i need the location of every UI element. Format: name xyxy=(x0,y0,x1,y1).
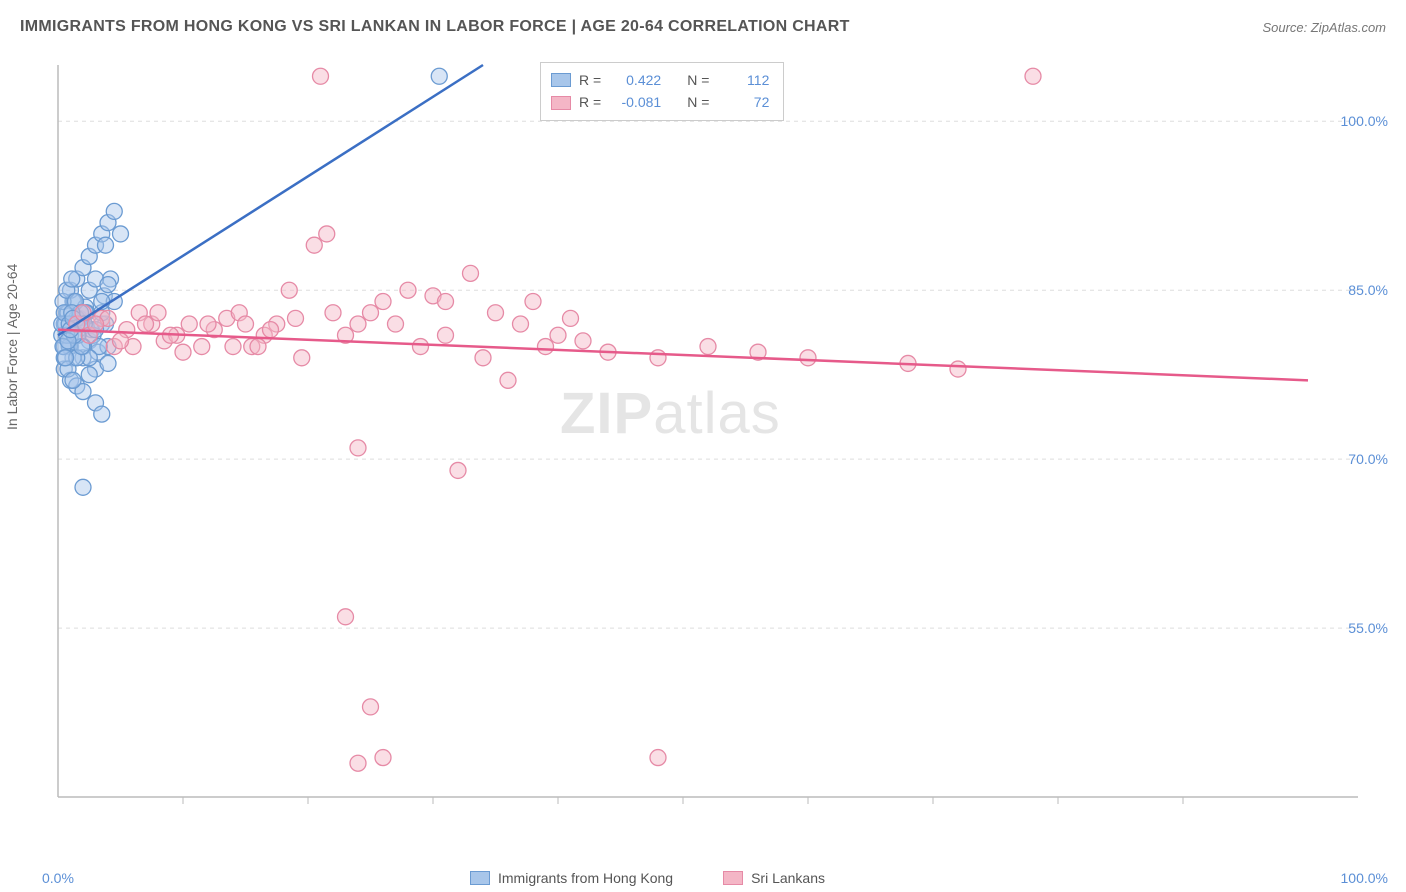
n-label: N = xyxy=(687,69,709,91)
legend-row-sl: R = -0.081 N = 72 xyxy=(551,91,769,113)
legend-row-hk: R = 0.422 N = 112 xyxy=(551,69,769,91)
chart-title: IMMIGRANTS FROM HONG KONG VS SRI LANKAN … xyxy=(20,18,850,36)
r-value-sl: -0.081 xyxy=(609,91,661,113)
plot-area xyxy=(48,55,1368,827)
legend-label-hk: Immigrants from Hong Kong xyxy=(498,870,673,886)
x-tick-label: 100.0% xyxy=(1341,870,1388,886)
x-tick-label: 0.0% xyxy=(42,870,74,886)
y-axis-label: In Labor Force | Age 20-64 xyxy=(4,264,20,430)
y-tick-label: 70.0% xyxy=(1348,451,1388,467)
n-value-hk: 112 xyxy=(717,69,769,91)
source-attribution: Source: ZipAtlas.com xyxy=(1262,20,1386,35)
chart-svg xyxy=(48,55,1368,827)
correlation-chart: IMMIGRANTS FROM HONG KONG VS SRI LANKAN … xyxy=(0,0,1406,892)
series-legend: Immigrants from Hong Kong Sri Lankans xyxy=(470,870,825,886)
y-tick-label: 55.0% xyxy=(1348,620,1388,636)
y-tick-label: 85.0% xyxy=(1348,282,1388,298)
r-value-hk: 0.422 xyxy=(609,69,661,91)
n-label: N = xyxy=(687,91,709,113)
legend-item-hk: Immigrants from Hong Kong xyxy=(470,870,673,886)
r-label: R = xyxy=(579,69,601,91)
legend-label-sl: Sri Lankans xyxy=(751,870,825,886)
swatch-sl xyxy=(551,96,571,110)
y-tick-label: 100.0% xyxy=(1341,113,1388,129)
r-label: R = xyxy=(579,91,601,113)
correlation-stats-legend: R = 0.422 N = 112 R = -0.081 N = 72 xyxy=(540,62,784,121)
swatch-hk xyxy=(551,73,571,87)
n-value-sl: 72 xyxy=(717,91,769,113)
swatch-sl xyxy=(723,871,743,885)
legend-item-sl: Sri Lankans xyxy=(723,870,825,886)
swatch-hk xyxy=(470,871,490,885)
